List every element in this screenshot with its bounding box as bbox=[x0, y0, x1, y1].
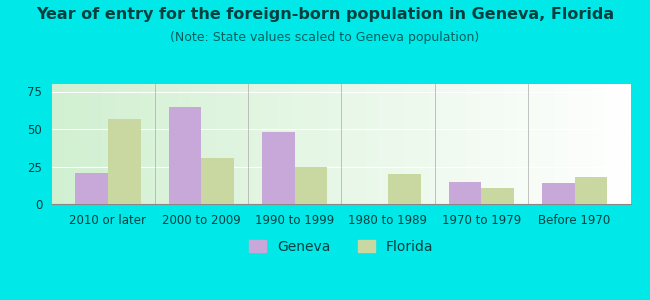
Bar bbox=[294, 167, 327, 204]
Text: (Note: State values scaled to Geneva population): (Note: State values scaled to Geneva pop… bbox=[170, 32, 480, 44]
Bar bbox=[575, 177, 607, 204]
Bar bbox=[262, 132, 294, 204]
Text: Year of entry for the foreign-born population in Geneva, Florida: Year of entry for the foreign-born popul… bbox=[36, 8, 614, 22]
Bar bbox=[202, 158, 234, 204]
Bar bbox=[542, 183, 575, 204]
Bar bbox=[448, 182, 481, 204]
Bar bbox=[388, 174, 421, 204]
Bar bbox=[75, 172, 108, 204]
Bar bbox=[108, 118, 140, 204]
Bar bbox=[481, 188, 514, 204]
Legend: Geneva, Florida: Geneva, Florida bbox=[244, 234, 439, 260]
Bar bbox=[168, 106, 202, 204]
